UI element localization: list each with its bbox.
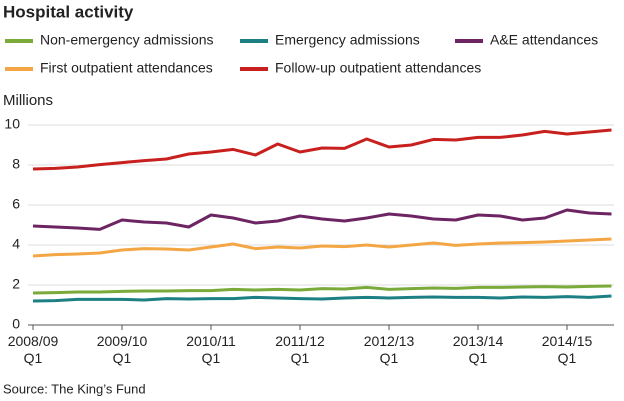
chart-title: Hospital activity	[3, 2, 134, 21]
legend-label: First outpatient attendances	[40, 60, 213, 76]
y-tick-label: 10	[4, 116, 20, 132]
source: Source: The King’s Fund	[3, 381, 146, 396]
y-tick-label: 2	[12, 276, 20, 292]
legend-label: Non-emergency admissions	[40, 32, 214, 48]
y-tick-label: 4	[12, 236, 20, 252]
series-line	[32, 237, 612, 258]
y-tick-label: 6	[12, 196, 20, 212]
series-line	[32, 208, 612, 231]
series-line	[32, 128, 612, 171]
series-line	[32, 294, 612, 303]
x-tick-label: 2012/13 Q1	[363, 333, 415, 366]
y-tick-label: 0	[12, 316, 20, 332]
x-tick-label: 2009/10 Q1	[96, 333, 148, 366]
legend-label: Follow-up outpatient attendances	[275, 60, 481, 76]
x-tick-label: 2014/15 Q1	[541, 333, 593, 366]
y-tick-label: 8	[12, 156, 20, 172]
legend-label: A&E attendances	[490, 32, 598, 48]
legend-label: Emergency admissions	[275, 32, 420, 48]
series-line	[32, 284, 612, 295]
x-tick-label: 2013/14 Q1	[452, 333, 504, 366]
x-tick-label: 2008/09 Q1	[7, 333, 59, 366]
x-tick-label: 2010/11 Q1	[186, 333, 236, 366]
y-axis-label: Millions	[3, 92, 53, 109]
x-tick-label: 2011/12 Q1	[275, 333, 325, 366]
